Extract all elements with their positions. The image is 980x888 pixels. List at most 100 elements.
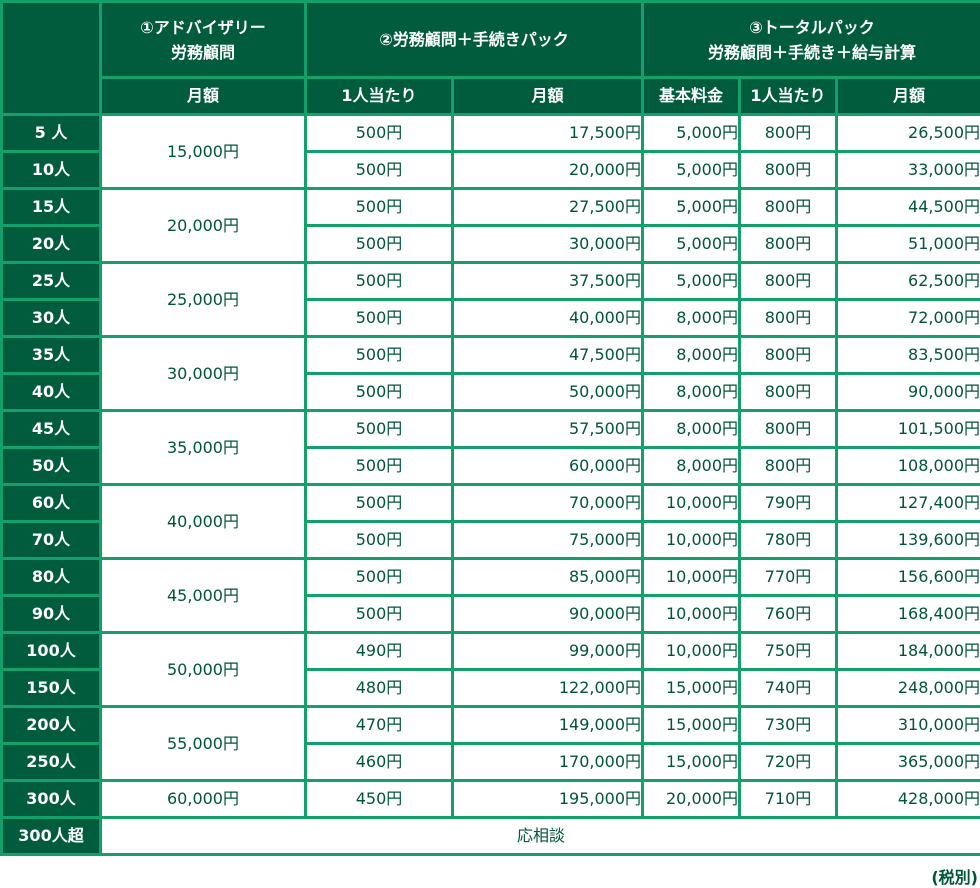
table-row: 45人 35,000円 500円 57,500円 8,000円 800円 101,500円 [0, 409, 980, 486]
plan3-monthly-cell: 51,000円 [834, 224, 980, 264]
table-row: 150人 480円 122,000円 15,000円 740円 248,000円 [0, 668, 980, 708]
plan1-monthly-cell: 40,000円 [99, 483, 307, 560]
plan3-monthly-cell: 139,600円 [834, 520, 980, 560]
plan1-monthly-cell: 20,000円 [99, 187, 307, 264]
plan2-monthly-cell: 85,000円 [451, 557, 644, 597]
plan3-base-fee-cell: 5,000円 [641, 224, 741, 264]
tax-note: (税別) [931, 868, 978, 887]
plan1-monthly-cell: 55,000円 [99, 705, 307, 782]
table-row: 35人 30,000円 500円 47,500円 8,000円 800円 83,500円 [0, 335, 980, 412]
table-row: 80人 45,000円 500円 85,000円 10,000円 770円 156,600円 [0, 557, 980, 634]
plan2-monthly-cell: 27,500円 [451, 187, 644, 227]
plan2-per-person-cell: 500円 [304, 335, 454, 375]
plan3-per-person-cell: 800円 [738, 298, 838, 338]
row-header-employees: 250人 [0, 742, 102, 782]
plan1-monthly-cell: 30,000円 [99, 335, 307, 412]
plan1-monthly-header: 月額 [99, 76, 307, 116]
plan2-monthly-cell: 50,000円 [451, 372, 644, 412]
plan3-monthly-cell: 168,400円 [834, 594, 980, 634]
plan2-per-person-cell: 480円 [304, 668, 454, 708]
plan2-monthly-cell: 17,500円 [451, 113, 644, 153]
plan3-per-person-cell: 790円 [738, 483, 838, 523]
plan2-per-person-cell: 460円 [304, 742, 454, 782]
plan2-monthly-cell: 47,500円 [451, 335, 644, 375]
row-header-employees: 200人 [0, 705, 102, 745]
row-header-employees: 10人 [0, 150, 102, 190]
plan3-per-person-cell: 780円 [738, 520, 838, 560]
plan3-per-person-cell: 800円 [738, 372, 838, 412]
plan2-monthly-cell: 75,000円 [451, 520, 644, 560]
corner-cell [0, 0, 102, 116]
plan1-monthly-cell: 25,000円 [99, 261, 307, 338]
plan3-monthly-cell: 248,000円 [834, 668, 980, 708]
consultation-cell: 応相談 [98, 816, 980, 856]
row-header-employees: 50人 [0, 446, 102, 486]
plan2-per-person-cell: 470円 [304, 705, 454, 745]
plan2-per-person-cell: 500円 [304, 557, 454, 597]
plan3-base-fee-cell: 8,000円 [641, 409, 741, 449]
plan2-header: ②労務顧問＋手続きパック [304, 0, 644, 79]
plan2-monthly-cell: 57,500円 [451, 409, 644, 449]
plan3-base-fee-cell: 8,000円 [641, 335, 741, 375]
plan3-base-fee-cell: 10,000円 [641, 631, 741, 671]
plan3-per-person-header: 1人当たり [738, 76, 838, 116]
plan3-base-fee-cell: 10,000円 [641, 483, 741, 523]
plan3-base-fee-cell: 15,000円 [641, 742, 741, 782]
plan3-monthly-cell: 108,000円 [834, 446, 980, 486]
plan3-base-fee-cell: 8,000円 [641, 446, 741, 486]
plan2-per-person-cell: 450円 [304, 779, 454, 819]
table-row: 200人 55,000円 470円 149,000円 15,000円 730円 310,00… [0, 705, 980, 782]
plan3-monthly-cell: 365,000円 [834, 742, 980, 782]
plan2-per-person-cell: 490円 [304, 631, 454, 671]
plan3-monthly-cell: 33,000円 [834, 150, 980, 190]
table-row: 60人 40,000円 500円 70,000円 10,000円 790円 127,400円 [0, 483, 980, 560]
table-row: 30人 500円 40,000円 8,000円 800円 72,000円 [0, 298, 980, 338]
plan3-base-fee-cell: 10,000円 [641, 520, 741, 560]
table-row: 15人 20,000円 500円 27,500円 5,000円 800円 44,500円 [0, 187, 980, 264]
plan2-monthly-cell: 90,000円 [451, 594, 644, 634]
plan3-per-person-cell: 800円 [738, 409, 838, 449]
plan2-per-person-cell: 500円 [304, 409, 454, 449]
plan3-monthly-cell: 26,500円 [834, 113, 980, 153]
plan3-base-fee-cell: 8,000円 [641, 298, 741, 338]
plan2-monthly-cell: 149,000円 [451, 705, 644, 745]
table-row: 100人 50,000円 490円 99,000円 10,000円 750円 184,000… [0, 631, 980, 708]
table-row: 5 人 15,000円 500円 17,500円 5,000円 800円 26,500円 [0, 113, 980, 190]
row-header-employees: 70人 [0, 520, 102, 560]
plan2-per-person-cell: 500円 [304, 483, 454, 523]
table-row: 70人 500円 75,000円 10,000円 780円 139,600円 [0, 520, 980, 560]
plan3-per-person-cell: 800円 [738, 446, 838, 486]
row-header-employees: 30人 [0, 298, 102, 338]
row-header-over-300: 300人超 [0, 816, 102, 856]
plan3-per-person-cell: 800円 [738, 224, 838, 264]
plan3-monthly-header: 月額 [834, 76, 980, 116]
plan3-monthly-cell: 90,000円 [834, 372, 980, 412]
plan2-per-person-cell: 500円 [304, 594, 454, 634]
plan1-monthly-cell: 15,000円 [99, 113, 307, 190]
plan3-monthly-cell: 72,000円 [834, 298, 980, 338]
plan3-base-fee-header: 基本料金 [641, 76, 741, 116]
plan2-per-person-header: 1人当たり [304, 76, 454, 116]
plan3-per-person-cell: 730円 [738, 705, 838, 745]
plan2-monthly-cell: 99,000円 [451, 631, 644, 671]
plan3-per-person-cell: 800円 [738, 150, 838, 190]
table-row: 250人 460円 170,000円 15,000円 720円 365,000円 [0, 742, 980, 782]
plan2-monthly-cell: 195,000円 [451, 779, 644, 819]
plan3-monthly-cell: 44,500円 [834, 187, 980, 227]
table-row: 90人 500円 90,000円 10,000円 760円 168,400円 [0, 594, 980, 634]
table-row: 40人 500円 50,000円 8,000円 800円 90,000円 [0, 372, 980, 412]
plan3-base-fee-cell: 10,000円 [641, 557, 741, 597]
plan2-per-person-cell: 500円 [304, 150, 454, 190]
plan2-monthly-cell: 37,500円 [451, 261, 644, 301]
plan3-per-person-cell: 800円 [738, 261, 838, 301]
row-header-employees: 25人 [0, 261, 102, 301]
pricing-table: ①アドバイザリー 労務顧問 ②労務顧問＋手続きパック ③トータルパック 労務顧問… [0, 0, 980, 856]
table-row: 20人 500円 30,000円 5,000円 800円 51,000円 [0, 224, 980, 264]
plan3-base-fee-cell: 10,000円 [641, 594, 741, 634]
plan2-per-person-cell: 500円 [304, 187, 454, 227]
plan3-base-fee-cell: 5,000円 [641, 113, 741, 153]
plan3-monthly-cell: 310,000円 [834, 705, 980, 745]
plan3-per-person-cell: 770円 [738, 557, 838, 597]
plan3-per-person-cell: 800円 [738, 187, 838, 227]
row-header-employees: 100人 [0, 631, 102, 671]
